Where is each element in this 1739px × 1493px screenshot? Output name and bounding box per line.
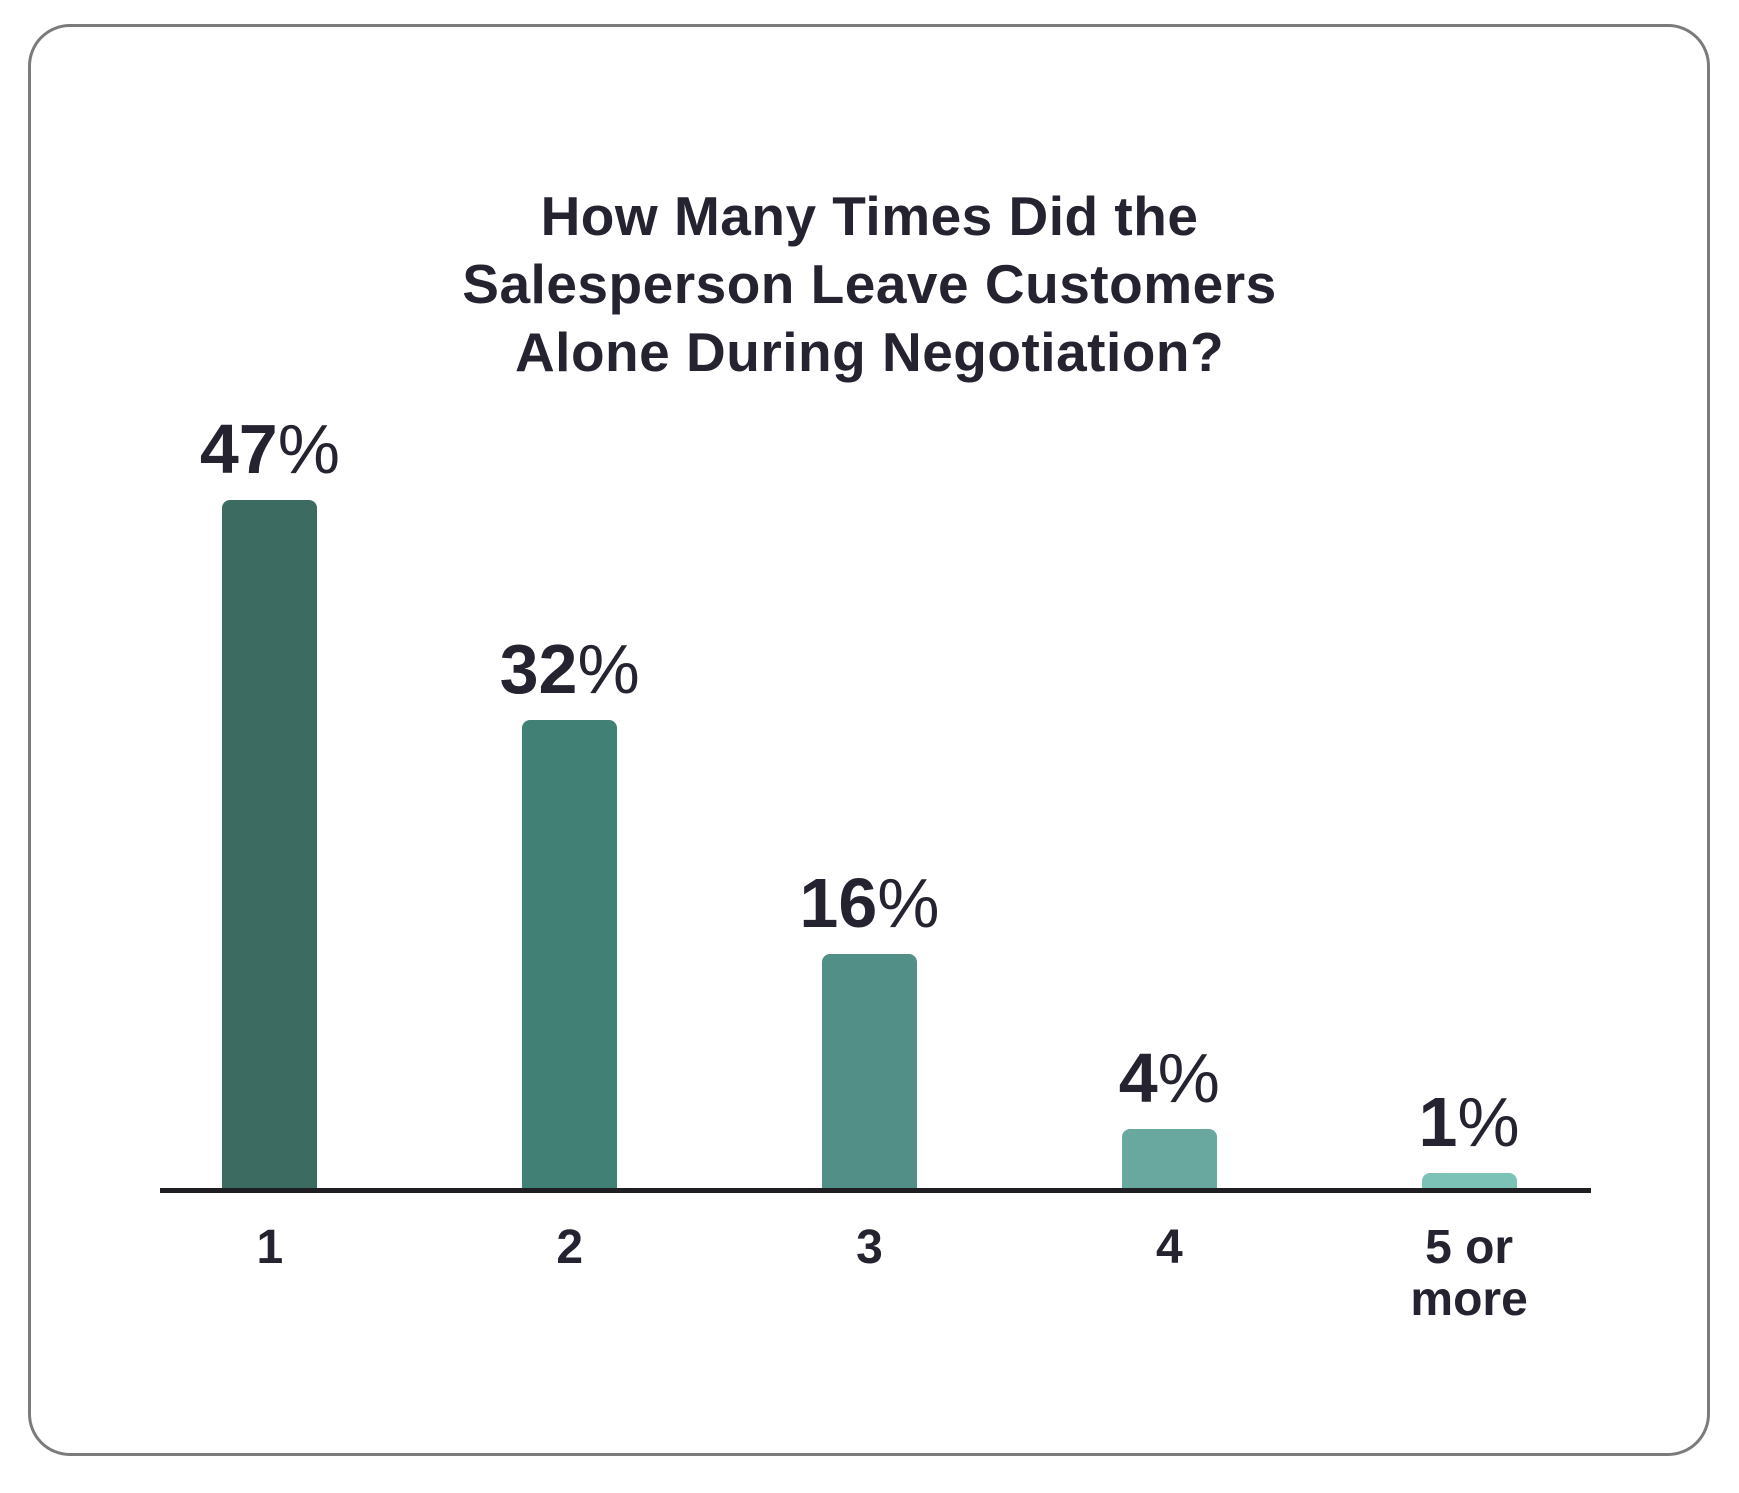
bar-value-number: 4 <box>1118 1039 1158 1117</box>
bar <box>222 500 318 1188</box>
bar <box>821 954 917 1188</box>
bar <box>522 720 618 1188</box>
bar-column: 16% <box>720 868 1020 1188</box>
bar-column: 47% <box>120 414 420 1188</box>
x-axis-label: 4 <box>1155 1221 1183 1274</box>
bars-area: 47% 32% 16% 4% 1% <box>120 414 1619 1188</box>
chart-title-line: How Many Times Did the <box>540 185 1199 247</box>
bar-value-percent-sign: % <box>277 410 340 488</box>
bar-column: 1% <box>1319 1087 1619 1188</box>
x-axis-label: 5 or more <box>1410 1221 1528 1326</box>
x-axis-label: 3 <box>856 1221 883 1274</box>
bar-value-label: 1% <box>1418 1087 1519 1157</box>
chart-title-line: Alone During Negotiation? <box>514 321 1225 383</box>
x-axis-label: 1 <box>256 1221 284 1274</box>
chart-title-line: Salesperson Leave Customers <box>462 253 1277 315</box>
bar-value-label: 47% <box>200 414 340 484</box>
bar <box>1121 1129 1217 1188</box>
bar-column: 4% <box>1019 1043 1319 1188</box>
x-axis-line <box>160 1188 1591 1193</box>
bar-value-percent-sign: % <box>577 630 640 708</box>
bar-value-number: 32 <box>499 630 578 708</box>
bar-value-number: 1 <box>1418 1083 1458 1161</box>
bar-value-percent-sign: % <box>1157 1039 1220 1117</box>
bar-value-label: 32% <box>500 634 640 704</box>
chart-title: How Many Times Did the Salesperson Leave … <box>0 182 1739 386</box>
bar-value-percent-sign: % <box>877 864 940 942</box>
x-axis-labels: 1 2 3 4 5 or more <box>120 1222 1619 1326</box>
bar-value-percent-sign: % <box>1457 1083 1520 1161</box>
bar <box>1421 1173 1517 1188</box>
bar-value-number: 47 <box>199 410 278 488</box>
bar-value-label: 4% <box>1119 1043 1220 1113</box>
x-axis-label: 2 <box>556 1221 584 1274</box>
bar-value-label: 16% <box>799 868 939 938</box>
bar-value-number: 16 <box>799 864 878 942</box>
bar-column: 32% <box>420 634 720 1188</box>
